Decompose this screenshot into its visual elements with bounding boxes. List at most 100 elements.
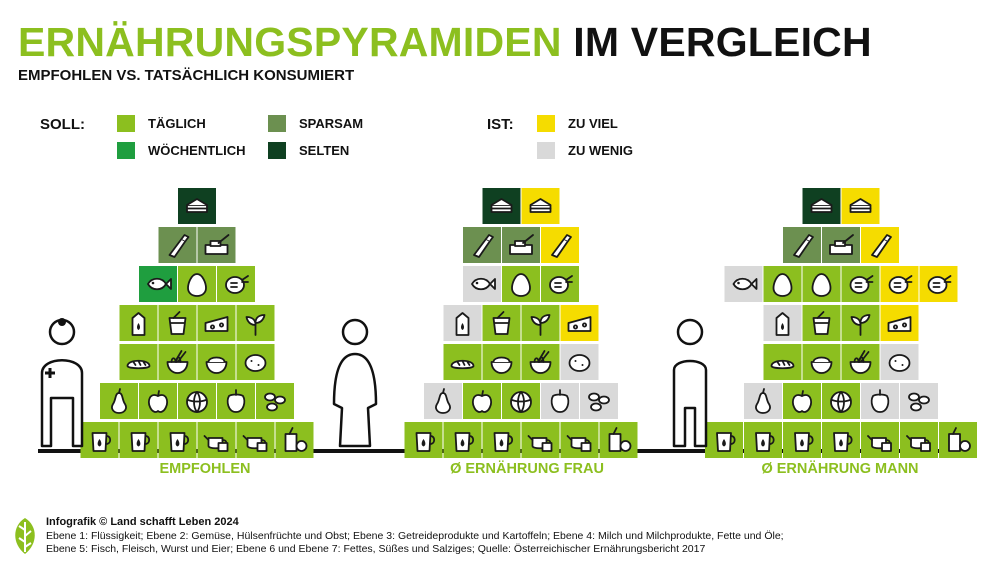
caption-frau: Ø ERNÄHRUNG FRAU	[450, 461, 604, 477]
pyramid-cell	[724, 266, 763, 302]
egg-icon	[187, 273, 207, 297]
pyramid-cell	[521, 422, 560, 458]
pyramid-cell	[744, 422, 782, 458]
pyramid-cell	[178, 383, 216, 419]
pyramid-cell	[822, 227, 860, 263]
pyramid-cell	[802, 344, 841, 380]
teapot-icon	[906, 435, 931, 452]
pyramid-cell	[802, 266, 841, 302]
pyramid-cell	[217, 383, 255, 419]
pyramid-cell	[763, 266, 802, 302]
legend-item-label: WÖCHENTLICH	[148, 143, 246, 158]
pepper-icon	[226, 389, 246, 413]
pyramid-cell	[158, 422, 197, 458]
water-jug-icon	[454, 432, 475, 452]
pyramid-cell	[178, 266, 216, 302]
chicken-icon	[927, 275, 952, 294]
pyramid-cell	[705, 422, 743, 458]
woman-icon	[332, 318, 378, 448]
fish-icon	[471, 277, 496, 291]
cheese-icon	[567, 316, 592, 332]
legend-item-zu-wenig: ZU WENIG	[537, 142, 633, 159]
pyramid-cell	[80, 422, 119, 458]
teapot-icon	[242, 435, 268, 452]
pyramid-cell	[763, 344, 802, 380]
oil-bottle-icon	[551, 234, 572, 258]
pyramid-cell	[482, 422, 521, 458]
legend-item-woechentlich: WÖCHENTLICH	[117, 142, 246, 159]
pyramid-cell	[404, 422, 443, 458]
juice-icon	[948, 427, 971, 452]
water-jug-icon	[91, 432, 112, 452]
pyramid-cell	[900, 422, 938, 458]
pyramid-cell	[783, 422, 821, 458]
pyramid-cell	[763, 305, 802, 341]
caption-empfohlen: EMPFOHLEN	[159, 461, 251, 477]
butter-icon	[829, 234, 854, 255]
potato-icon	[888, 354, 911, 372]
pyramid-cell	[100, 383, 138, 419]
teapot-icon	[203, 435, 229, 452]
pyramid-cell	[744, 383, 782, 419]
pyramid-cell	[541, 227, 579, 263]
chicken-icon	[549, 275, 573, 294]
title-black: IM VERGLEICH	[573, 19, 872, 65]
milk-icon	[131, 312, 146, 336]
pyramid-cell	[443, 422, 482, 458]
legend-item-label: ZU VIEL	[568, 116, 618, 131]
chicken-icon	[888, 275, 913, 294]
pyramid-cell	[521, 344, 560, 380]
pyramid-cell	[158, 344, 197, 380]
legend-swatch	[537, 115, 555, 132]
man-icon	[672, 318, 708, 448]
noodles-icon	[529, 350, 552, 374]
teapot-icon	[527, 435, 553, 452]
chicken-icon	[849, 275, 874, 294]
juice-icon	[608, 427, 632, 452]
beans-icon	[264, 392, 286, 412]
legend-ist-label: IST:	[487, 116, 514, 133]
pear-icon	[111, 388, 127, 414]
legend-item-taeglich: TÄGLICH	[117, 115, 206, 132]
beans-icon	[588, 392, 610, 412]
legend-item-zu-viel: ZU VIEL	[537, 115, 618, 132]
teapot-icon	[566, 435, 592, 452]
figures-layer	[40, 318, 708, 448]
seeds-icon	[530, 314, 551, 336]
pyramid-cell	[139, 266, 177, 302]
pear-icon	[435, 388, 451, 414]
pyramid-cell	[861, 422, 899, 458]
water-jug-icon	[755, 432, 775, 452]
potato-icon	[244, 354, 267, 372]
oil-bottle-icon	[168, 234, 190, 258]
pyramid-cell	[197, 422, 236, 458]
pyramid-cell	[841, 188, 880, 224]
noodles-icon	[166, 350, 189, 374]
cabbage-icon	[830, 391, 852, 413]
pyramid-cell	[560, 344, 599, 380]
butter-icon	[509, 234, 534, 255]
caption-mann: Ø ERNÄHRUNG MANN	[761, 461, 919, 477]
legend-item-label: SPARSAM	[299, 116, 364, 131]
pyramid-cell	[217, 266, 255, 302]
butter-icon	[204, 234, 230, 255]
pyramid-cell	[256, 383, 294, 419]
fish-icon	[147, 277, 172, 291]
cake-icon	[810, 198, 833, 213]
pepper-icon	[870, 389, 890, 413]
cheese-icon	[887, 316, 912, 332]
legend-item-selten: SELTEN	[268, 142, 349, 159]
pyramid-cell	[880, 305, 919, 341]
pyramid-cell	[560, 305, 599, 341]
legend-swatch	[268, 115, 286, 132]
pyramid-cell	[783, 227, 821, 263]
pyramid-cell	[521, 188, 560, 224]
pyramid-cell	[599, 422, 638, 458]
pyramid-cell	[939, 422, 977, 458]
fish-icon	[732, 277, 758, 291]
pyramid-cell	[463, 227, 501, 263]
pyramid-cell	[178, 188, 216, 224]
pyramid-cell	[158, 305, 197, 341]
pyramid-cell	[197, 344, 236, 380]
rice-icon	[205, 356, 228, 374]
